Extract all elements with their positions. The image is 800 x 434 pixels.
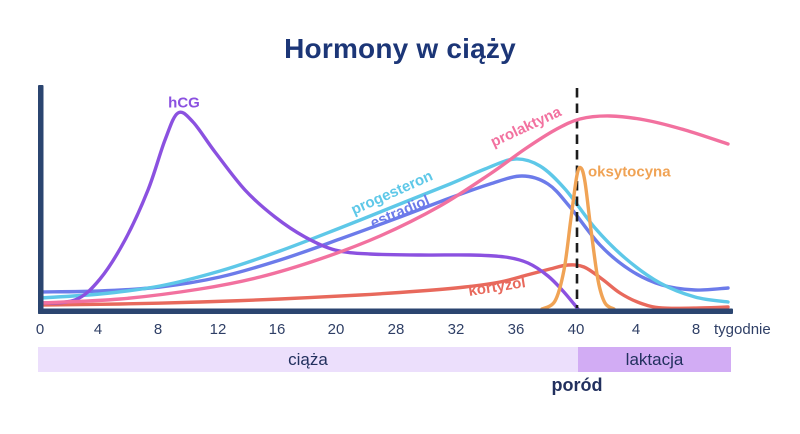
curve-estradiol	[38, 174, 730, 294]
x-tick-label: 40	[567, 321, 585, 338]
x-tick-label: 4	[93, 321, 103, 338]
x-tick-label: 20	[327, 321, 345, 338]
x-tick-label: 36	[507, 321, 525, 338]
y-axis-line	[38, 85, 44, 314]
curve-label-oksytocyna: oksytocyna	[588, 163, 671, 181]
curve-kortyzol	[38, 263, 730, 311]
x-tick-label: 8	[153, 321, 163, 338]
curve-prolaktyna	[38, 114, 730, 305]
x-axis-unit-label: tygodnie	[714, 321, 771, 338]
x-tick-label: 0	[35, 321, 45, 338]
curve-oksytocyna	[540, 165, 616, 311]
chart-title: Hormony w ciąży	[284, 33, 516, 64]
lactation-band: laktacja	[578, 347, 731, 372]
curve-progesteron	[38, 157, 730, 304]
curve-label-hCG: hCG	[168, 94, 200, 112]
x-tick-label: 4	[631, 321, 641, 338]
curve-hCG	[38, 110, 580, 311]
pregnancy-band-label: ciąża	[288, 349, 328, 369]
pregnancy-band: ciąża	[38, 347, 578, 372]
lactation-band-label: laktacja	[625, 349, 684, 369]
x-tick-label: 16	[268, 321, 286, 338]
x-tick-label: 32	[447, 321, 465, 338]
birth-event-label: poród	[551, 375, 603, 395]
x-tick-label: 12	[209, 321, 227, 338]
x-axis-line	[38, 308, 733, 314]
x-tick-label: 8	[691, 321, 701, 338]
x-tick-label: 28	[387, 321, 405, 338]
